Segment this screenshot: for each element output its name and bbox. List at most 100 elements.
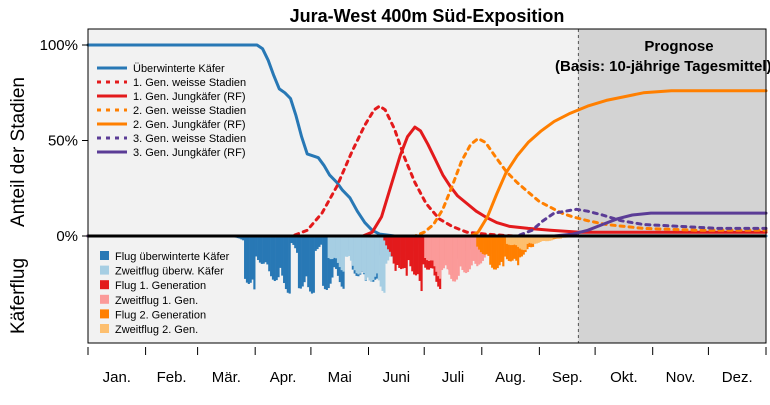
flight-bar bbox=[448, 237, 451, 275]
flight-bar bbox=[366, 237, 369, 278]
flight-bar bbox=[479, 237, 483, 253]
flight-bar bbox=[546, 237, 549, 242]
y-axis-label-top: Anteil der Stadien bbox=[8, 77, 29, 227]
flight-bar bbox=[297, 237, 301, 289]
flight-bar bbox=[453, 237, 457, 282]
flight-bar bbox=[325, 237, 328, 290]
legend-swatch bbox=[100, 309, 109, 319]
flight-bar bbox=[273, 237, 276, 282]
flight-bar bbox=[517, 237, 520, 247]
flight-bar bbox=[322, 237, 325, 286]
flight-bar bbox=[247, 237, 250, 284]
legend-swatch bbox=[100, 324, 109, 333]
flight-bar bbox=[255, 237, 258, 257]
forecast-region: Prognose (Basis: 10-jährige Tagesmittel) bbox=[555, 29, 770, 343]
flight-bar bbox=[531, 237, 535, 244]
flight-bar bbox=[281, 237, 284, 276]
flight-bar bbox=[472, 237, 475, 261]
flight-bar bbox=[427, 237, 431, 261]
flight-bar bbox=[524, 237, 527, 250]
flight-bar bbox=[522, 237, 525, 251]
flight-bar bbox=[505, 237, 509, 244]
forecast-shade bbox=[578, 29, 766, 343]
legend-label: 2. Gen. weisse Stadien bbox=[133, 105, 246, 117]
legend-swatch bbox=[100, 280, 109, 290]
x-tick-label: Juni bbox=[383, 369, 411, 386]
flight-bar bbox=[318, 237, 321, 247]
flight-bar bbox=[394, 237, 397, 271]
flight-bar bbox=[489, 237, 492, 265]
flight-bar bbox=[329, 237, 332, 284]
flight-bar bbox=[253, 237, 256, 290]
stage-lines bbox=[86, 43, 768, 238]
flight-bar bbox=[383, 237, 386, 241]
x-tick-label: Apr. bbox=[270, 369, 297, 386]
flight-bar bbox=[307, 237, 310, 288]
flight-bar bbox=[327, 237, 330, 258]
x-tick-label: Aug. bbox=[495, 369, 526, 386]
flight-bar bbox=[500, 237, 503, 262]
flight-bar bbox=[539, 237, 542, 243]
flight-bar bbox=[299, 237, 302, 289]
flight-bar bbox=[483, 237, 486, 255]
flight-bar bbox=[543, 237, 546, 241]
flight-bar bbox=[401, 237, 405, 269]
flight-bar bbox=[485, 237, 488, 255]
x-tick-label: Mär. bbox=[212, 369, 241, 386]
y-tick-label: 0% bbox=[56, 228, 78, 245]
flight-bar bbox=[518, 237, 522, 249]
legend-label: Zweitflug überw. Käfer bbox=[115, 266, 224, 278]
flight-bar bbox=[494, 237, 497, 270]
plot-frame bbox=[87, 28, 767, 344]
flight-bar bbox=[552, 237, 555, 239]
flight-bar bbox=[283, 237, 286, 284]
legend-swatch bbox=[100, 251, 109, 260]
flight-bar bbox=[420, 237, 423, 292]
flight-bar bbox=[474, 237, 477, 264]
flight-bar bbox=[478, 237, 481, 265]
flight-bar bbox=[290, 237, 293, 244]
legend-label: 3. Gen. Jungkäfer (RF) bbox=[133, 147, 246, 159]
flight-bar bbox=[530, 237, 533, 244]
legend-label: 2. Gen. Jungkäfer (RF) bbox=[133, 119, 246, 131]
flight-bar bbox=[303, 237, 306, 283]
flight-bar bbox=[433, 237, 436, 267]
flight-bar bbox=[355, 237, 358, 274]
flight-bar bbox=[284, 237, 288, 290]
flight-bar bbox=[457, 237, 460, 276]
flight-bar bbox=[400, 237, 403, 270]
flight-bar bbox=[390, 237, 393, 257]
flight-bar bbox=[370, 237, 373, 282]
flight-bar bbox=[478, 237, 481, 250]
flight-bar bbox=[340, 237, 343, 271]
y-axis-label-bottom: Käferflug bbox=[8, 258, 29, 334]
flight-bar bbox=[385, 237, 388, 246]
flight-bar bbox=[446, 237, 449, 270]
flight-bar bbox=[242, 237, 245, 241]
flight-bar bbox=[357, 237, 360, 275]
flight-bar bbox=[440, 237, 444, 271]
flight-bar bbox=[533, 237, 536, 244]
legend-swatch bbox=[100, 265, 109, 275]
flight-bar bbox=[266, 237, 269, 265]
flight-legend: Flug überwinterte Käfer Zweitflug überw. … bbox=[100, 251, 230, 336]
flight-bar bbox=[424, 237, 427, 258]
flight-bar bbox=[312, 237, 315, 293]
flight-bar bbox=[277, 237, 280, 278]
flight-bar bbox=[470, 237, 473, 266]
flight-bar bbox=[359, 237, 362, 274]
x-tick-label: Jan. bbox=[103, 369, 131, 386]
flight-bar bbox=[368, 237, 371, 281]
flight-bar bbox=[268, 237, 271, 272]
flight-bar bbox=[379, 237, 382, 287]
flight-bar bbox=[264, 237, 267, 263]
flight-bar bbox=[262, 237, 265, 264]
flight-bar bbox=[520, 237, 523, 250]
legend-label: 3. Gen. weisse Stadien bbox=[133, 133, 246, 145]
flight-bar bbox=[541, 237, 544, 242]
flight-bar bbox=[336, 237, 340, 263]
x-tick-label: Feb. bbox=[157, 369, 187, 386]
flight-bar bbox=[548, 237, 551, 241]
flight-bar bbox=[459, 237, 462, 267]
